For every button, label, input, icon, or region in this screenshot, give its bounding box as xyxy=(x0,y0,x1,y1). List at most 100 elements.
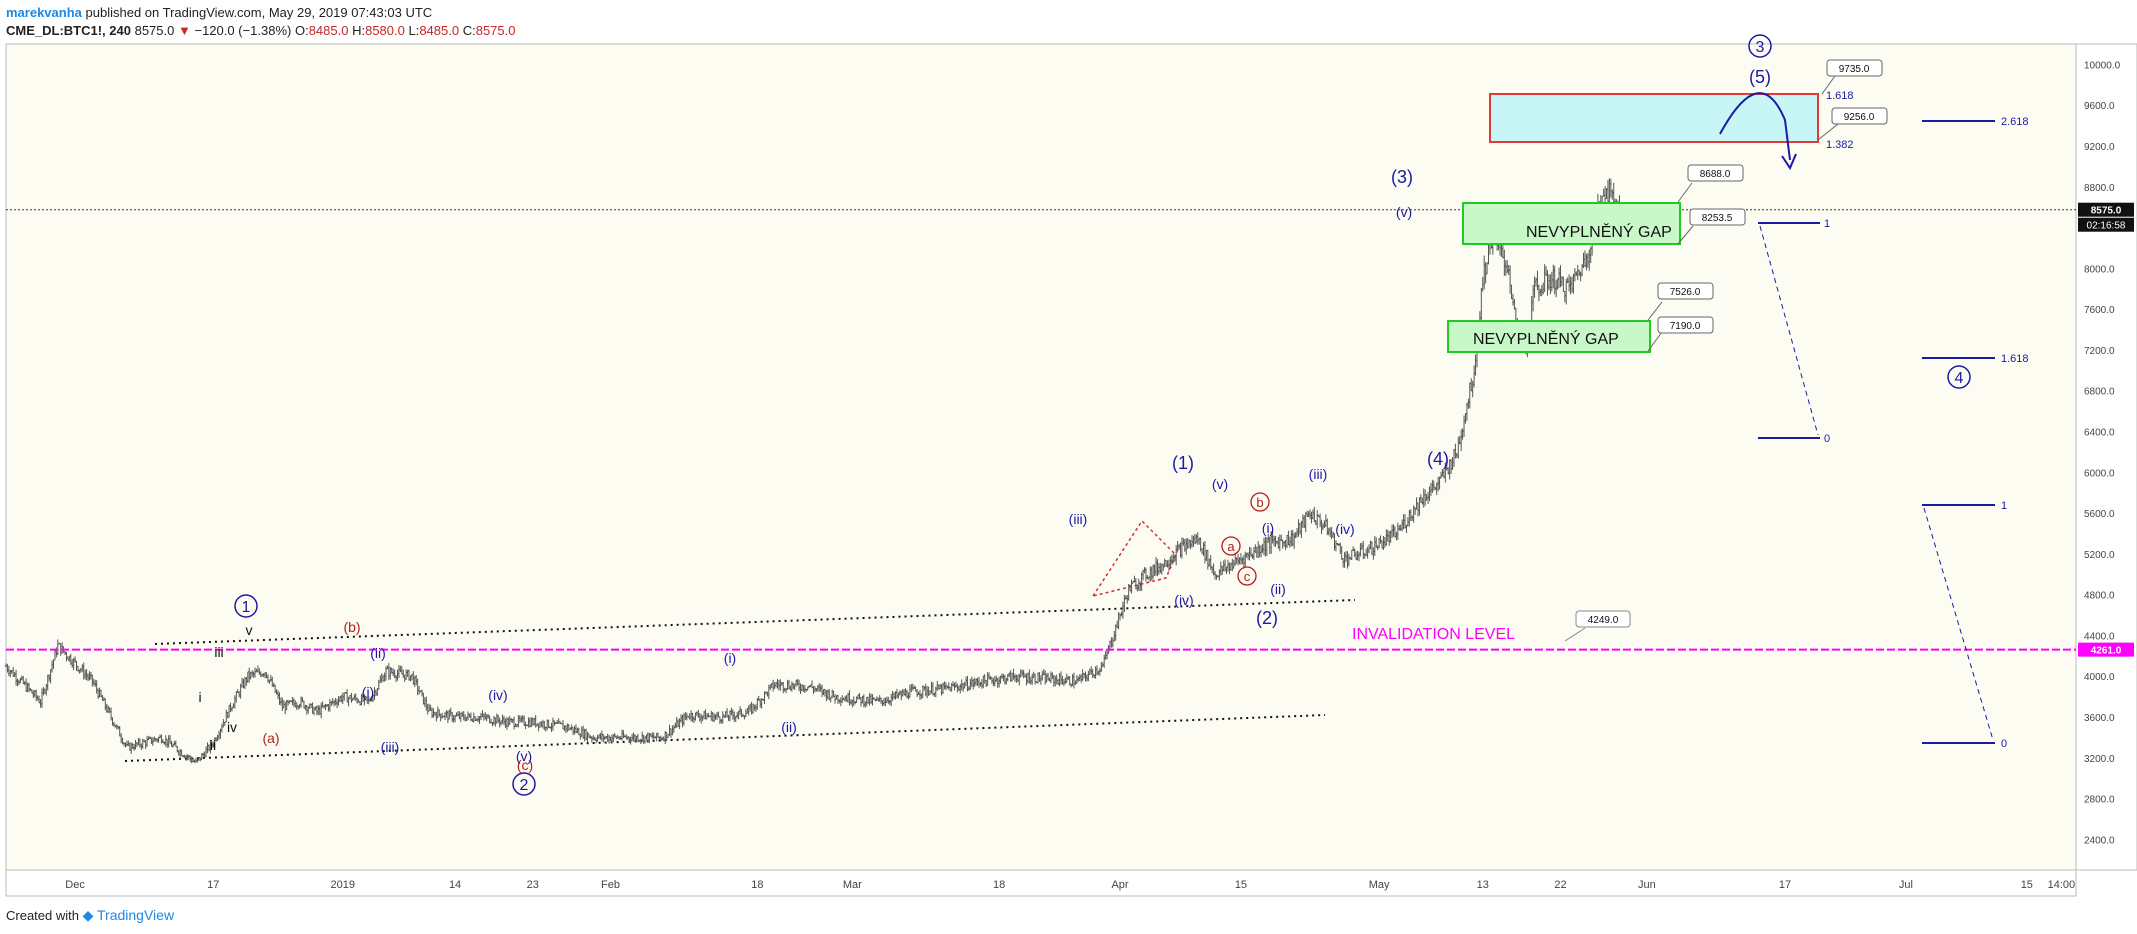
wave-s-iv-c: (iv) xyxy=(1335,521,1354,537)
y-tick-label: 2400.0 xyxy=(2084,835,2115,846)
wave-i: i xyxy=(198,689,201,705)
wave-p2: (2) xyxy=(1256,608,1278,628)
symbol-label: CME_DL:BTC1!, 240 xyxy=(6,23,131,38)
callout-4249-text: 4249.0 xyxy=(1588,615,1619,626)
fib-box-1382: 1.382 xyxy=(1826,139,1854,151)
gap-box-upper xyxy=(1462,202,1681,245)
close-label: C: xyxy=(462,23,476,38)
y-tick-label: 6000.0 xyxy=(2084,468,2115,479)
x-tick-label: 15 xyxy=(1235,879,1247,891)
y-tick-label: 5200.0 xyxy=(2084,550,2115,561)
plot-area[interactable] xyxy=(5,43,2077,871)
fib-b-0: 0 xyxy=(2001,738,2007,750)
target-zone-box xyxy=(1489,93,1819,143)
channel-lower-line xyxy=(124,714,1326,762)
y-tick-label: 4400.0 xyxy=(2084,631,2115,642)
svg-text:4261.0: 4261.0 xyxy=(2091,646,2122,657)
wave-circle-b: b xyxy=(1250,492,1270,512)
y-tick-label: 7200.0 xyxy=(2084,346,2115,357)
fib-projection-a: 1 0 xyxy=(1758,218,1830,445)
wave-rb: (b) xyxy=(343,619,360,635)
y-tick-label: 6800.0 xyxy=(2084,387,2115,398)
wave-p3: (3) xyxy=(1391,167,1413,187)
svg-text:b: b xyxy=(1256,495,1263,510)
last-price-badge: 8575.0 02:16:58 xyxy=(2078,202,2134,232)
wave-s-iii-b: (iii) xyxy=(1069,511,1088,527)
callout-7190-text: 7190.0 xyxy=(1670,321,1701,332)
ohlc-line: CME_DL:BTC1!, 240 8575.0 ▼ −120.0 (−1.38… xyxy=(6,22,515,40)
tradingview-link[interactable]: TradingView xyxy=(97,907,175,923)
wave-p4: (4) xyxy=(1427,449,1449,469)
wave-s-iv-a: (iv) xyxy=(488,687,507,703)
callout-8253-text: 8253.5 xyxy=(1702,213,1733,224)
wave-p1: (1) xyxy=(1172,453,1194,473)
y-tick-label: 3200.0 xyxy=(2084,754,2115,765)
x-tick-label: Mar xyxy=(843,879,862,891)
x-tick-label: 15 xyxy=(2021,879,2033,891)
publish-line: marekvanha published on TradingView.com,… xyxy=(6,4,515,22)
wave-circle-3: 3 xyxy=(1748,34,1772,58)
x-tick-label: Feb xyxy=(601,879,620,891)
y-tick-label: 10000.0 xyxy=(2084,60,2121,71)
callout-8688-text: 8688.0 xyxy=(1700,169,1731,180)
callout-7526: 7526.0 xyxy=(1647,282,1714,321)
x-tick-label: 2019 xyxy=(331,879,355,891)
x-axis-ticks: Dec 17 2019 14 23 Feb 18 Mar 18 Apr 15 May 13 22 Jun 17… xyxy=(65,879,2075,891)
svg-text:3: 3 xyxy=(1756,39,1765,56)
x-tick-label: Apr xyxy=(1111,879,1128,891)
time-axis[interactable] xyxy=(5,869,2077,897)
wave-p5: (5) xyxy=(1749,67,1771,87)
y-tick-label: 6400.0 xyxy=(2084,428,2115,439)
projection-arrow-icon xyxy=(1781,153,1797,171)
svg-text:c: c xyxy=(1244,569,1251,584)
wave-circle-1: 1 xyxy=(234,594,258,618)
y-tick-label: 8000.0 xyxy=(2084,264,2115,275)
wave-v: v xyxy=(246,622,253,638)
callout-9256-text: 9256.0 xyxy=(1844,112,1875,123)
y-tick-label: 9600.0 xyxy=(2084,101,2115,112)
fib-b-1618: 1.618 xyxy=(2001,353,2029,365)
x-tick-label: 23 xyxy=(527,879,539,891)
wave-circle-2: 2 xyxy=(512,772,536,796)
wave-s-iii-a: (iii) xyxy=(381,739,400,755)
x-tick-label: 22 xyxy=(1554,879,1566,891)
wave-s-iv-b: (iv) xyxy=(1174,592,1193,608)
callout-8688: 8688.0 xyxy=(1677,164,1744,203)
open-value: 8485.0 xyxy=(308,23,349,38)
high-label: H: xyxy=(352,23,366,38)
x-tick-label: Jun xyxy=(1638,879,1656,891)
callout-9256: 9256.0 xyxy=(1817,107,1888,141)
last-price: 8575.0 xyxy=(134,23,175,38)
fib-b-2618: 2.618 xyxy=(2001,116,2029,128)
svg-text:4: 4 xyxy=(1955,370,1964,387)
channel-upper-line xyxy=(154,599,1356,645)
wave-iv: iv xyxy=(227,719,237,735)
down-arrow-icon: ▼ xyxy=(177,23,191,38)
wave-s-v-c: (v) xyxy=(1396,204,1412,220)
wave-s-v-a: (v) xyxy=(516,748,532,764)
callout-4249: 4249.0 xyxy=(1564,610,1631,642)
y-tick-label: 2800.0 xyxy=(2084,795,2115,806)
x-tick-label: 14 xyxy=(449,879,461,891)
fib-a-0: 0 xyxy=(1824,433,1830,445)
y-tick-label: 5600.0 xyxy=(2084,509,2115,520)
wave-s-v-b: (v) xyxy=(1212,476,1228,492)
y-tick-label: 7600.0 xyxy=(2084,305,2115,316)
chart-header: marekvanha published on TradingView.com,… xyxy=(6,4,515,40)
svg-text:2: 2 xyxy=(520,777,529,794)
low-value: 8485.0 xyxy=(419,23,460,38)
fib-a-1: 1 xyxy=(1824,218,1830,230)
tradingview-logo-icon[interactable]: ◆ xyxy=(82,907,94,923)
callout-7190: 7190.0 xyxy=(1647,316,1714,352)
wave-s-i-b: (i) xyxy=(724,650,736,666)
fib-box-1618: 1.618 xyxy=(1826,90,1854,102)
x-tick-label: May xyxy=(1369,879,1390,891)
y-tick-label: 8800.0 xyxy=(2084,183,2115,194)
price-axis[interactable] xyxy=(2075,43,2137,871)
author-link[interactable]: marekvanha xyxy=(6,5,82,20)
wave-rc: (c) xyxy=(517,757,533,773)
invalidation-price-badge: 4261.0 xyxy=(2078,642,2134,657)
published-text: published on TradingView.com, May 29, 20… xyxy=(85,5,433,20)
high-value: 8580.0 xyxy=(365,23,405,38)
